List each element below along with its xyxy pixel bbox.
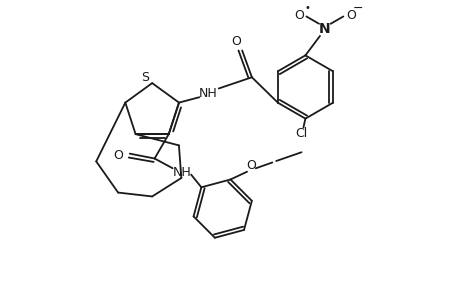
Text: O: O	[294, 8, 304, 22]
Text: NH: NH	[173, 166, 191, 178]
Text: O: O	[246, 159, 255, 172]
Text: O: O	[346, 8, 356, 22]
Text: S: S	[140, 71, 149, 84]
Text: Cl: Cl	[295, 127, 307, 140]
Text: O: O	[231, 35, 241, 48]
Text: −: −	[352, 2, 363, 15]
Text: O: O	[113, 148, 123, 162]
Text: N: N	[319, 22, 330, 36]
Text: NH: NH	[198, 87, 217, 100]
Text: •: •	[304, 3, 310, 13]
